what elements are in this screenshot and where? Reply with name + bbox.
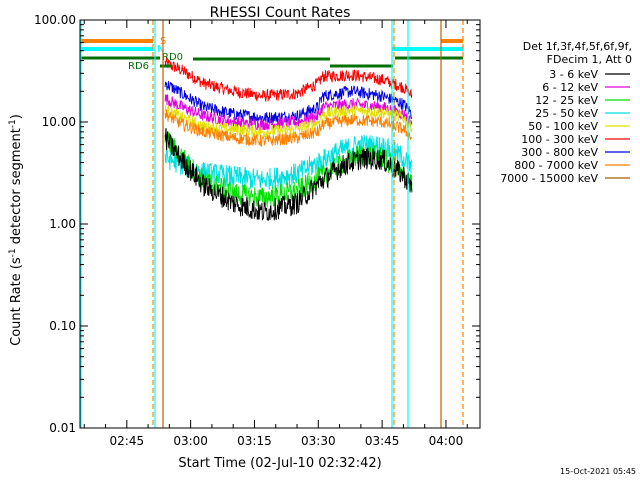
x-tick-label: 02:45 — [110, 434, 145, 448]
legend-label: 25 - 50 keV — [535, 107, 598, 120]
y-tick-label: 10.00 — [42, 115, 76, 129]
series-line — [164, 94, 413, 131]
state-label-rd6: RD6 — [128, 61, 149, 72]
legend-label: 3 - 6 keV — [549, 68, 598, 81]
y-tick-label: 0.01 — [49, 421, 76, 435]
plot-frame — [79, 19, 481, 429]
series-line — [164, 128, 413, 208]
state-label-n: N — [157, 44, 164, 55]
series-line — [164, 128, 413, 221]
legend-label: 300 - 800 keV — [521, 146, 598, 159]
series-layer — [164, 57, 413, 221]
y-axis-label-end: ) — [9, 114, 24, 119]
x-tick-label: 04:00 — [429, 434, 464, 448]
y-axis-label-mid: detector segment — [9, 128, 24, 248]
y-axis-label-sup1: -1 — [8, 248, 18, 257]
timestamp: 15-Oct-2021 05:45 — [560, 467, 636, 476]
y-tick-label: 100.00 — [34, 13, 76, 27]
state-label-rd0: RD0 — [162, 52, 183, 63]
y-axis-label-main: Count Rate (s — [9, 257, 24, 346]
legend-header-2: FDecim 1, Att 0 — [547, 53, 632, 66]
y-tick-label: 1.00 — [49, 217, 76, 231]
series-line — [164, 109, 413, 147]
y-axis-label: Count Rate (s-1 detector segment-1) — [8, 114, 24, 346]
chart-title: RHESSI Count Rates — [210, 5, 351, 21]
state-layer: SNRD0RD6 — [80, 20, 464, 428]
legend-label: 100 - 300 keV — [521, 133, 598, 146]
x-axis-label: Start Time (02-Jul-10 02:32:42) — [178, 456, 381, 471]
x-tick-label: 03:00 — [173, 434, 208, 448]
legend-label: 800 - 7000 keV — [514, 159, 598, 172]
axis-layer: 100.00 10.00 1.00 0.10 0.01 02:45 03:00 03:15 03… — [34, 13, 481, 448]
svg-text:Count Rate (s-1 detector segme: Count Rate (s-1 detector segment-1) — [8, 114, 24, 346]
legend: Det 1f,3f,4f,5f,6f,9f, FDecim 1, Att 0 3… — [500, 40, 632, 185]
legend-label: 50 - 100 keV — [528, 120, 598, 133]
x-tick-label: 03:15 — [237, 434, 272, 448]
series-line — [164, 104, 413, 139]
y-tick-label: 0.10 — [49, 319, 76, 333]
legend-label: 6 - 12 keV — [542, 81, 598, 94]
y-axis-label-sup2: -1 — [8, 119, 18, 128]
legend-label: 12 - 25 keV — [535, 94, 598, 107]
legend-label: 7000 - 15000 keV — [500, 172, 598, 185]
series-line — [164, 57, 413, 102]
x-tick-label: 03:30 — [301, 434, 336, 448]
legend-header-1: Det 1f,3f,4f,5f,6f,9f, — [523, 40, 632, 53]
x-tick-label: 03:45 — [365, 434, 400, 448]
